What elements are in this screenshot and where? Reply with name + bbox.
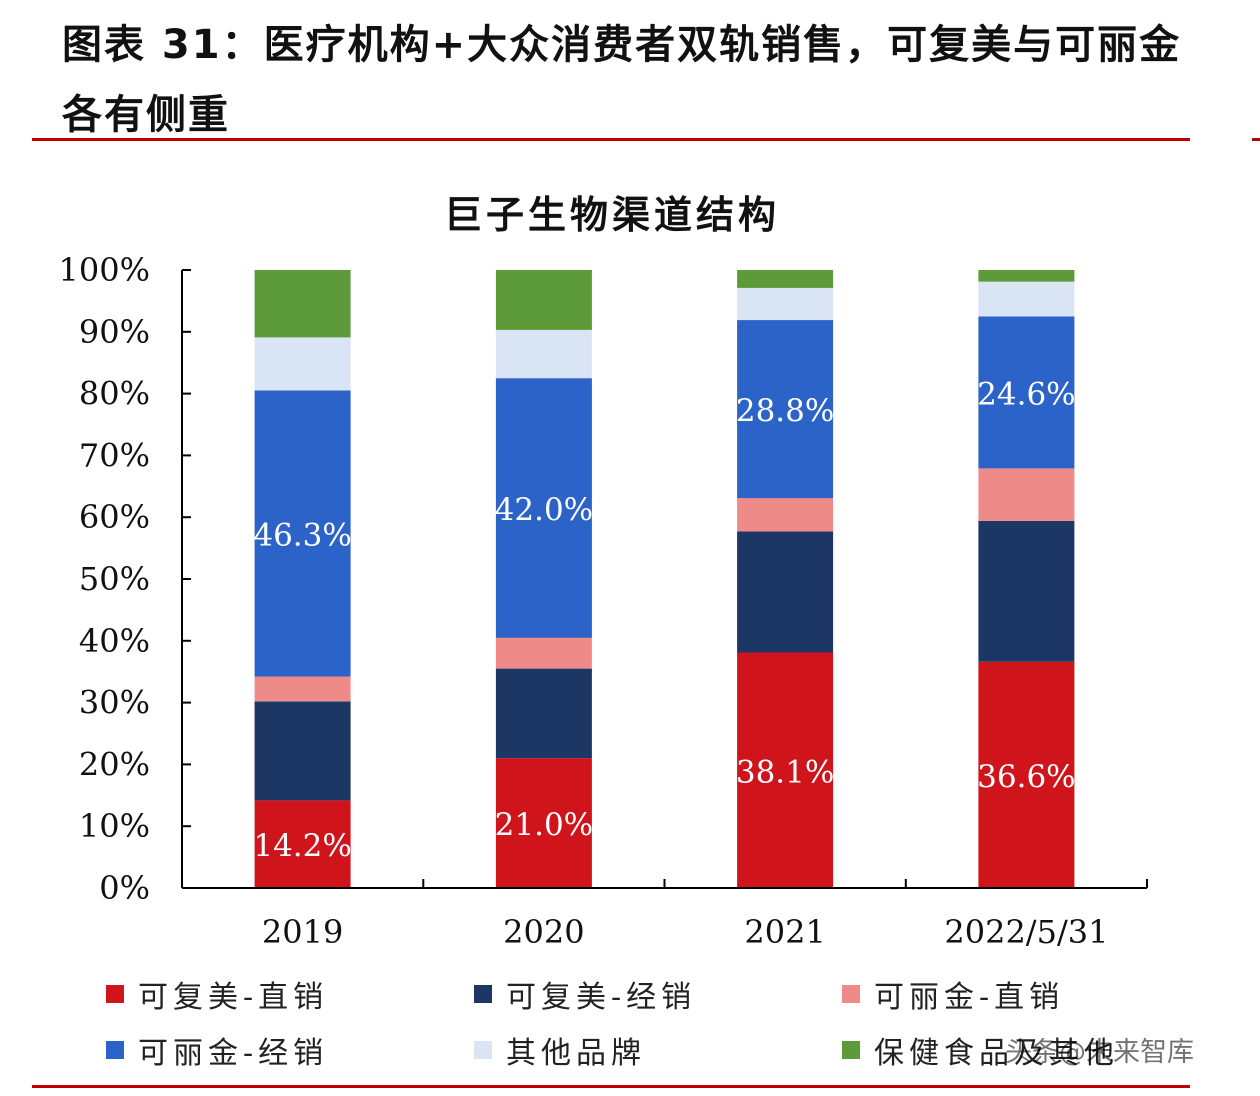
y-tick-label-7: 60%: [79, 498, 150, 536]
legend-swatch-4: [106, 1041, 124, 1059]
data-label-1-4: 36.6%: [977, 759, 1075, 795]
bar-segment-3-4: [978, 468, 1075, 521]
y-tick-label-11: 100%: [59, 251, 150, 289]
y-tick-label-9: 80%: [79, 375, 150, 413]
legend-swatch-1: [106, 985, 124, 1003]
bar-segment-6-2: [495, 270, 592, 330]
legend-item-3: 可丽金-直销: [842, 974, 1065, 1015]
data-label-1-1: 14.2%: [253, 828, 351, 864]
legend-label-1: 可复美-直销: [138, 980, 329, 1015]
legend-item-1: 可复美-直销: [106, 974, 329, 1015]
legend-item-5: 其他品牌: [474, 1030, 646, 1071]
bar-segment-1-1: [254, 800, 351, 888]
bar-segment-4-2: [495, 378, 592, 638]
bar-segment-5-3: [737, 287, 834, 320]
bar-segment-6-1: [254, 270, 351, 338]
data-label-4-4: 24.6%: [977, 376, 1075, 412]
legend-label-4: 可丽金-经销: [138, 1036, 329, 1071]
top-rule-stub: [1252, 138, 1260, 141]
legend-swatch-3: [842, 985, 860, 1003]
data-labels-layer: 14.2% 46.3% 21.0% 42.0% 38.1% 28.8% 36.6% 24.6%: [253, 376, 1075, 864]
top-rule: [32, 138, 1190, 141]
legend-item-4: 可丽金-经销: [106, 1030, 329, 1071]
bar-segment-4-1: [254, 390, 351, 677]
bar-segment-5-2: [495, 329, 592, 379]
bar-segment-3-1: [254, 676, 351, 702]
bar-segment-5-1: [254, 337, 351, 391]
y-tick-label-6: 50%: [79, 560, 150, 598]
legend-label-5: 其他品牌: [506, 1036, 646, 1071]
bar-segment-5-4: [978, 281, 1075, 317]
bar-segment-4-3: [737, 320, 834, 499]
data-label-4-3: 28.8%: [736, 393, 834, 429]
y-tick-label-1: 0%: [99, 869, 150, 907]
bar-segment-2-1: [254, 701, 351, 801]
legend-swatch-6: [842, 1041, 860, 1059]
bar-segment-4-4: [978, 316, 1075, 469]
figure-title: 图表 31：医疗机构+大众消费者双轨销售，可复美与可丽金各有侧重: [62, 22, 1182, 138]
x-tick-label-2: 2020: [503, 913, 584, 951]
y-tick-label-8: 70%: [79, 436, 150, 474]
legend-label-3: 可丽金-直销: [874, 980, 1065, 1015]
y-tick-label-5: 40%: [79, 622, 150, 660]
bar-segment-6-4: [978, 270, 1075, 282]
legend-item-2: 可复美-经销: [474, 974, 697, 1015]
data-label-1-3: 38.1%: [736, 754, 834, 790]
legend-swatch-5: [474, 1041, 492, 1059]
bottom-rule: [32, 1085, 1190, 1088]
legend-swatch-2: [474, 985, 492, 1003]
bar-segment-1-3: [737, 652, 834, 888]
legend-label-2: 可复美-经销: [506, 980, 697, 1015]
x-tick-label-1: 2019: [262, 913, 343, 951]
bar-segment-2-2: [495, 668, 592, 759]
y-tick-label-4: 30%: [79, 684, 150, 722]
bar-segment-3-3: [737, 498, 834, 532]
data-label-4-2: 42.0%: [495, 492, 593, 528]
legend-item-6: 保健食品及其他: [842, 1030, 1119, 1071]
bars-layer: [254, 270, 1075, 888]
y-tick-label-2: 10%: [79, 807, 150, 845]
bar-segment-1-2: [495, 758, 592, 888]
axes-layer: 2019 2020 2021 2022/5/31 0% 10% 20% 30% 40% 50% 60…: [59, 251, 1148, 951]
bar-segment-6-3: [737, 270, 834, 288]
bar-segment-2-3: [737, 531, 834, 653]
y-tick-label-10: 90%: [79, 313, 150, 351]
y-tick-label-3: 20%: [79, 745, 150, 783]
watermark: 头条@未来智库: [1005, 1037, 1194, 1068]
data-label-4-1: 46.3%: [253, 518, 351, 554]
bar-segment-3-2: [495, 637, 592, 669]
bar-segment-1-4: [978, 661, 1075, 888]
chart-title: 巨子生物渠道结构: [444, 193, 780, 237]
x-tick-label-4: 2022/5/31: [944, 913, 1108, 951]
data-label-1-2: 21.0%: [495, 807, 593, 843]
legend: 可复美-直销 可复美-经销 可丽金-直销可丽金-经销 其他品牌 保健食品及其他: [106, 974, 1206, 1074]
x-tick-label-3: 2021: [744, 913, 825, 951]
legend-label-6: 保健食品及其他: [874, 1036, 1119, 1071]
bar-segment-2-4: [978, 520, 1075, 662]
